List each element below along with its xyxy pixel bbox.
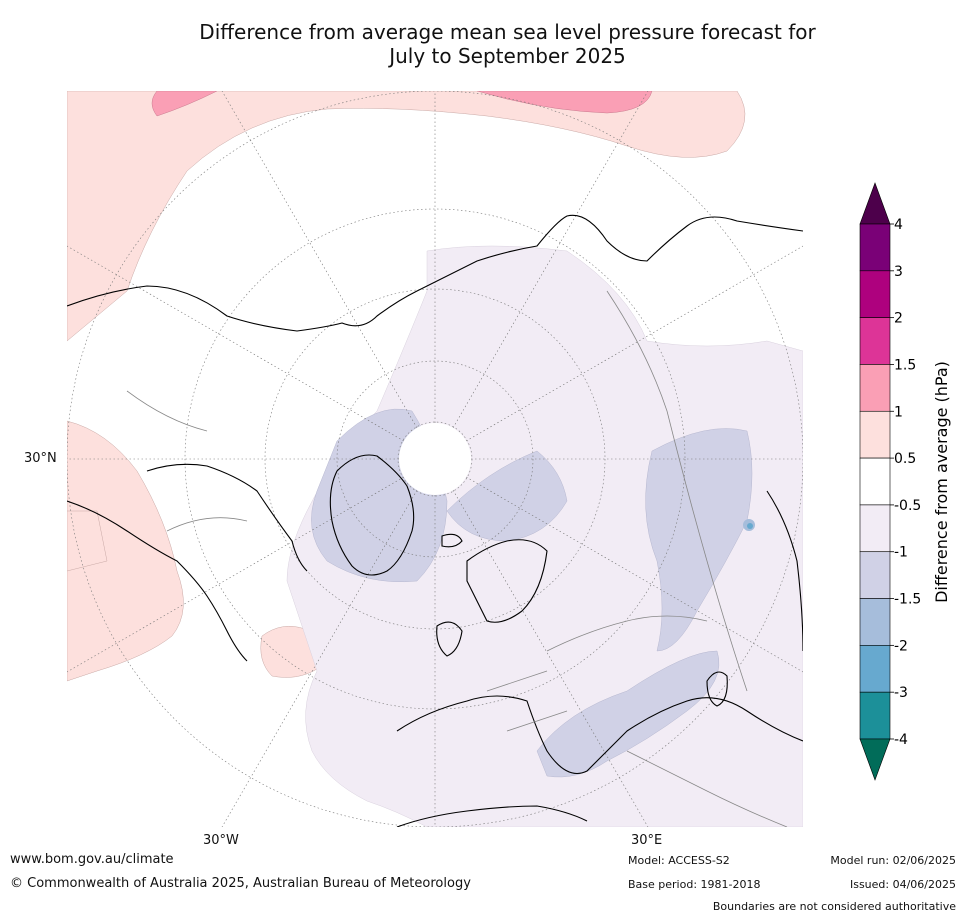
coastlines (67, 214, 803, 827)
pressure-anomaly-map (67, 91, 803, 827)
country-border (126, 390, 248, 532)
country-borders (126, 290, 788, 827)
coastline-north-america (67, 500, 248, 662)
coastline-canada-arctic (146, 463, 308, 572)
footer-copyright: © Commonwealth of Australia 2025, Austra… (10, 876, 471, 891)
colorbar-band (859, 457, 891, 506)
colorbar-band (859, 270, 891, 318)
meridian-line (434, 458, 649, 827)
colorbar-band (859, 645, 891, 693)
meridian-line (434, 91, 649, 460)
colorbar-band (859, 364, 891, 412)
latitude-circle (336, 360, 534, 558)
colorbar: 4 3 2 1.5 1 0.5 -0.5 -1 -1.5 -2 -3 -4 Difference fr… (859, 182, 951, 781)
coastline-alaska-siberia (67, 214, 803, 332)
coastline-east-asia (766, 490, 803, 652)
title-line-1: Difference from average mean sea level p… (199, 20, 816, 44)
anomaly-region-mediterranean (536, 650, 720, 778)
meridian-line (221, 458, 436, 827)
footer-disclaimer: Boundaries are not considered authoritat… (712, 900, 956, 913)
graticule (67, 91, 803, 827)
colorbar-band (859, 504, 891, 553)
colorbar-band (859, 598, 891, 646)
colorbar-over-triangle (859, 182, 891, 225)
colorbar-tick-label: -4 (894, 732, 908, 748)
coastline-greenland (329, 454, 415, 576)
meridian-line (434, 245, 803, 460)
colorbar-band (859, 551, 891, 599)
colorbar-band (859, 691, 891, 740)
colorbar-tick-label: 3 (894, 264, 903, 280)
anomaly-region-positive-north-pacific (67, 91, 746, 342)
colorbar-tick-label: 2 (894, 311, 903, 327)
coastline-british-isles (436, 621, 463, 657)
footer-model-run: Model run: 02/06/2025 (830, 854, 956, 867)
coastline-north-africa (396, 805, 588, 827)
country-border (626, 750, 788, 827)
colorbar-tick-label: -2 (894, 638, 908, 654)
colorbar-bands (859, 223, 891, 740)
colorbar-tick-label: 4 (894, 217, 903, 233)
colorbar-tick-label: -3 (894, 685, 908, 701)
colorbar-band (859, 410, 891, 459)
lon-label-30e: 30°E (631, 833, 663, 848)
anomaly-region-1-to-1.5 (151, 91, 653, 117)
coastline-europe (396, 695, 803, 775)
country-border (486, 670, 568, 732)
meridian-line (434, 458, 803, 673)
north-pole-gap (399, 423, 471, 495)
meridian-line (67, 458, 436, 673)
country-border (546, 615, 708, 652)
colorbar-tick-label: 1.5 (894, 357, 916, 373)
colorbar-band (859, 317, 891, 365)
coastline-iceland (441, 533, 463, 548)
latitude-circle (184, 208, 686, 710)
lon-label-30w: 30°W (203, 833, 239, 848)
colorbar-tick-label: 1 (894, 404, 903, 420)
coastline-scandinavia (466, 539, 548, 623)
colorbar-tick-label: -1 (894, 545, 908, 561)
colorbar-tick-label: 0.5 (894, 451, 916, 467)
anomaly-region-scandinavia (446, 450, 568, 542)
colorbar-tick-label: -1.5 (894, 592, 921, 608)
anomaly-region-minus-2-to-3 (747, 523, 753, 529)
footer-url: www.bom.gov.au/climate (10, 852, 174, 867)
latitude-circle (264, 288, 606, 630)
footer-issued: Issued: 04/06/2025 (849, 878, 956, 891)
colorbar-label: Difference from average (hPa) (932, 361, 951, 603)
colorbar-tick-label: -0.5 (894, 498, 921, 514)
colorbar-ticks: 4 3 2 1.5 1 0.5 -0.5 -1 -1.5 -2 -3 -4 (890, 217, 921, 748)
anomaly-region-positive-pacific-edge (67, 510, 108, 572)
footer-model: Model: ACCESS-S2 (628, 854, 730, 867)
title-line-2: July to September 2025 (389, 44, 626, 68)
meridian-line (221, 91, 436, 460)
map-title: Difference from average mean sea level p… (80, 20, 935, 68)
anomaly-region-positive-east-pacific (67, 420, 184, 682)
footer-base-period: Base period: 1981-2018 (628, 878, 761, 891)
coastline-caspian (706, 671, 728, 707)
colorbar-band (859, 223, 891, 272)
country-border (606, 290, 748, 692)
lat-label-30n: 30°N (24, 451, 57, 466)
anomaly-region-siberia (645, 428, 753, 652)
meridian-line (67, 245, 436, 460)
colorbar-under-triangle (859, 738, 891, 781)
